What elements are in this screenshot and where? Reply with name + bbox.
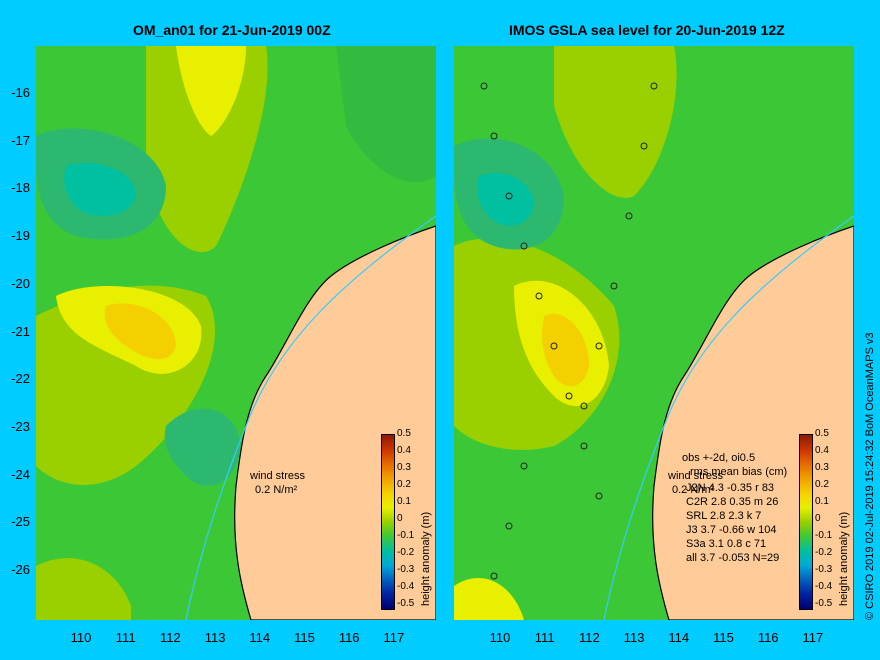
right-panel-title: IMOS GSLA sea level for 20-Jun-2019 12Z bbox=[509, 22, 785, 38]
x-tick-label: 110 bbox=[489, 630, 511, 645]
left-colorbar-title: height anomaly (m) bbox=[420, 511, 432, 606]
colorbar-tick-label: -0.4 bbox=[815, 581, 833, 592]
stats-row: J3 3.7 -0.66 w 104 bbox=[686, 524, 777, 536]
colorbar-tick-label: 0.5 bbox=[815, 428, 829, 439]
colorbar-tick-label: -0.3 bbox=[397, 564, 415, 575]
right-wind-stress-scale: 0.2 N/m² bbox=[672, 484, 715, 496]
x-tick-label: 113 bbox=[623, 630, 645, 645]
y-tick-label: -24 bbox=[11, 466, 30, 482]
stats-header: obs +-2d, oi0.5 bbox=[682, 452, 756, 464]
colorbar-tick-label: 0.4 bbox=[397, 445, 411, 456]
stats-row: S3a 3.1 0.8 c 71 bbox=[686, 538, 767, 550]
right-map-panel bbox=[454, 46, 854, 620]
x-tick-label: 112 bbox=[579, 630, 600, 645]
right-wind-stress-label: wind stress bbox=[668, 470, 724, 482]
colorbar-tick-label: -0.3 bbox=[815, 564, 833, 575]
y-tick-label: -17 bbox=[11, 132, 30, 148]
y-tick-label: -18 bbox=[11, 180, 30, 196]
colorbar-tick-label: 0.3 bbox=[397, 462, 411, 473]
colorbar-tick-label: -0.5 bbox=[815, 598, 833, 609]
y-tick-label: -16 bbox=[11, 85, 30, 100]
y-tick-label: -23 bbox=[11, 418, 30, 434]
colorbar-tick-label: 0.4 bbox=[815, 445, 829, 456]
y-tick-label: -22 bbox=[11, 371, 30, 387]
credit-vertical: © CSIRO 2019 02-Jul-2019 15:24:32 BoM Oc… bbox=[864, 40, 880, 620]
left-colorbar bbox=[381, 434, 395, 610]
y-tick-label: -19 bbox=[11, 228, 30, 244]
stats-row: J2N 4.3 -0.35 r 83 bbox=[686, 482, 775, 494]
colorbar-tick-label: -0.1 bbox=[815, 530, 833, 541]
left-wind-stress-scale: 0.2 N/m² bbox=[255, 484, 298, 496]
colorbar-tick-label: -0.4 bbox=[397, 581, 415, 592]
colorbar-tick-label: 0 bbox=[397, 513, 403, 524]
colorbar-tick-label: -0.5 bbox=[397, 598, 415, 609]
colorbar-tick-label: 0.1 bbox=[397, 496, 411, 507]
stats-row: SRL 2.8 2.3 k 7 bbox=[686, 510, 762, 522]
x-tick-label: 116 bbox=[338, 630, 360, 645]
x-tick-label: 117 bbox=[383, 630, 405, 645]
colorbar-tick-label: 0.2 bbox=[815, 479, 829, 490]
colorbar-tick-label: 0 bbox=[815, 513, 821, 524]
y-tick-label: -26 bbox=[11, 562, 30, 577]
x-tick-label: 110 bbox=[70, 630, 92, 645]
colorbar-tick-label: -0.2 bbox=[397, 547, 415, 558]
x-tick-label: 114 bbox=[249, 630, 271, 645]
left-map-panel bbox=[36, 46, 436, 620]
x-tick-label: 115 bbox=[294, 630, 315, 645]
colorbar-tick-label: -0.1 bbox=[397, 530, 415, 541]
x-tick-label: 113 bbox=[204, 630, 226, 645]
colorbar-tick-label: 0.1 bbox=[815, 496, 829, 507]
right-colorbar-title: height anomaly (m) bbox=[838, 511, 850, 606]
x-tick-label: 114 bbox=[668, 630, 690, 645]
stats-row: all 3.7 -0.053 N=29 bbox=[686, 552, 780, 564]
x-tick-label: 115 bbox=[713, 630, 734, 645]
x-tick-label: 116 bbox=[757, 630, 779, 645]
colorbar-tick-label: 0.5 bbox=[397, 428, 411, 439]
x-tick-label: 117 bbox=[802, 630, 824, 645]
right-colorbar bbox=[799, 434, 813, 610]
x-tick-label: 111 bbox=[534, 630, 555, 645]
left-panel-title: OM_an01 for 21-Jun-2019 00Z bbox=[133, 22, 331, 38]
y-tick-label: -20 bbox=[11, 275, 30, 291]
stats-row: C2R 2.8 0.35 m 26 bbox=[686, 496, 779, 508]
colorbar-tick-label: -0.2 bbox=[815, 547, 833, 558]
y-tick-label: -21 bbox=[11, 323, 30, 339]
credit-text: © CSIRO 2019 02-Jul-2019 15:24:32 BoM Oc… bbox=[864, 332, 876, 620]
x-tick-label: 111 bbox=[115, 630, 136, 645]
x-tick-label: 112 bbox=[160, 630, 181, 645]
colorbar-tick-label: 0.3 bbox=[815, 462, 829, 473]
stats-columns: rms mean bias (cm) bbox=[690, 466, 788, 478]
left-wind-stress-label: wind stress bbox=[250, 470, 306, 482]
y-tick-label: -25 bbox=[11, 514, 30, 530]
colorbar-tick-label: 0.2 bbox=[397, 479, 411, 490]
